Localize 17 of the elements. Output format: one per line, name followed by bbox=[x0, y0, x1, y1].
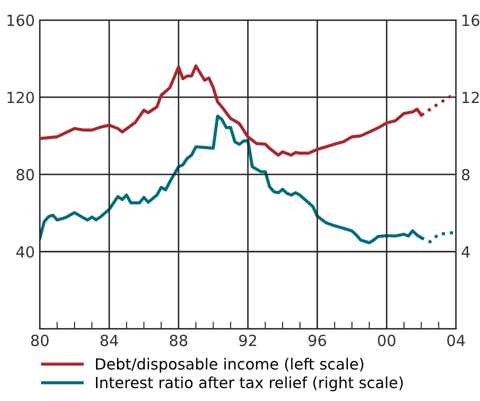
y-tick-label: 40 bbox=[16, 246, 34, 258]
x-tick-label: 88 bbox=[170, 334, 188, 346]
y-tick-label: 80 bbox=[16, 168, 34, 180]
y2-tick-label: 16 bbox=[462, 14, 480, 26]
x-tick-label: 80 bbox=[31, 334, 49, 346]
x-tick-label: 96 bbox=[308, 334, 326, 346]
x-tick-label: 00 bbox=[378, 334, 396, 346]
y2-tick-label: 12 bbox=[462, 92, 479, 104]
legend-label: Debt/disposable income (left scale) bbox=[96, 358, 364, 373]
y2-tick-label: 4 bbox=[462, 246, 470, 258]
legend-label: Interest ratio after tax relief (right scale) bbox=[96, 376, 403, 392]
y-tick-label: 120 bbox=[7, 92, 34, 104]
x-tick-label: 04 bbox=[447, 334, 465, 346]
y2-tick-label: 8 bbox=[462, 168, 470, 180]
y-tick-label: 160 bbox=[7, 14, 34, 26]
x-tick-label: 84 bbox=[100, 334, 118, 346]
x-tick-label: 92 bbox=[239, 334, 256, 346]
